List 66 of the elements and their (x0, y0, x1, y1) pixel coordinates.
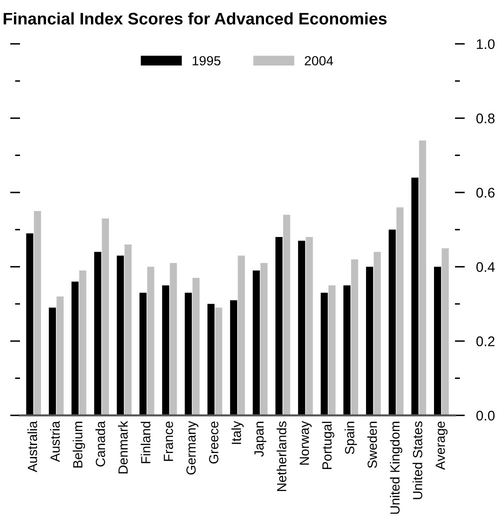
y-tick-label: 0.8 (476, 114, 495, 124)
y-tick-label: 0.6 (476, 188, 495, 198)
x-tick-label: Italy (231, 420, 244, 444)
y-tick-label: 0.4 (476, 262, 495, 272)
x-tick-label: Greece (209, 422, 218, 464)
bar (283, 214, 290, 416)
bar (207, 304, 215, 416)
x-tick-label: Average (436, 422, 448, 470)
bar (170, 263, 177, 416)
bar (328, 285, 336, 416)
bar (162, 285, 170, 416)
bar (116, 256, 124, 416)
bar (298, 240, 306, 416)
bar (48, 308, 56, 416)
bar (388, 230, 396, 416)
bar (139, 292, 147, 416)
bar (306, 237, 313, 416)
bar (230, 300, 238, 416)
x-tick-label: Germany (186, 420, 198, 475)
x-tick-label: Denmark (118, 420, 128, 474)
y-tick-label: 0.2 (476, 336, 494, 346)
x-tick-label: Austria (50, 420, 60, 462)
x-tick-label: Canada (95, 420, 106, 466)
bar (411, 178, 418, 416)
chart-title: Financial Index Scores for Advanced Economies (4, 12, 387, 25)
bar (434, 266, 442, 416)
bar (260, 263, 268, 416)
bar (275, 237, 283, 416)
bar (124, 244, 132, 416)
bar (184, 292, 192, 416)
x-tick-label: Netherlands (276, 421, 286, 491)
bar (238, 256, 245, 416)
bar (56, 296, 64, 416)
bar (343, 285, 350, 416)
x-tick-label: Spain (344, 422, 357, 454)
x-tick-label: Norway (300, 420, 312, 465)
x-tick-label: Portugal (322, 422, 334, 469)
x-tick-label: United States (412, 421, 422, 500)
bar (215, 308, 222, 416)
bar (147, 266, 154, 416)
bar (351, 259, 358, 416)
bar (94, 252, 102, 416)
x-tick-label: Sweden (367, 422, 377, 468)
bar (396, 207, 404, 416)
bar (442, 248, 449, 416)
x-tick-label: United Kingdom (390, 422, 402, 514)
bar (252, 270, 260, 416)
x-tick-label: Australia (27, 420, 38, 472)
x-tick-label: France (164, 422, 174, 461)
bar (374, 252, 381, 416)
x-tick-label: Finland (140, 422, 150, 464)
bar (419, 140, 426, 416)
bar (26, 233, 34, 416)
x-tick-label: Belgium (72, 422, 86, 468)
bar (102, 218, 109, 416)
bar (34, 211, 41, 416)
legend-label: 2004 (304, 56, 334, 66)
x-tick-label: Japan (254, 422, 266, 457)
bar (192, 278, 200, 416)
bar (79, 270, 86, 416)
y-tick-label: 1.0 (476, 39, 495, 50)
bar (72, 282, 79, 416)
bar (366, 266, 374, 416)
y-tick-label: 0.0 (476, 410, 495, 421)
legend-label: 1995 (192, 56, 220, 66)
bar (320, 292, 328, 416)
